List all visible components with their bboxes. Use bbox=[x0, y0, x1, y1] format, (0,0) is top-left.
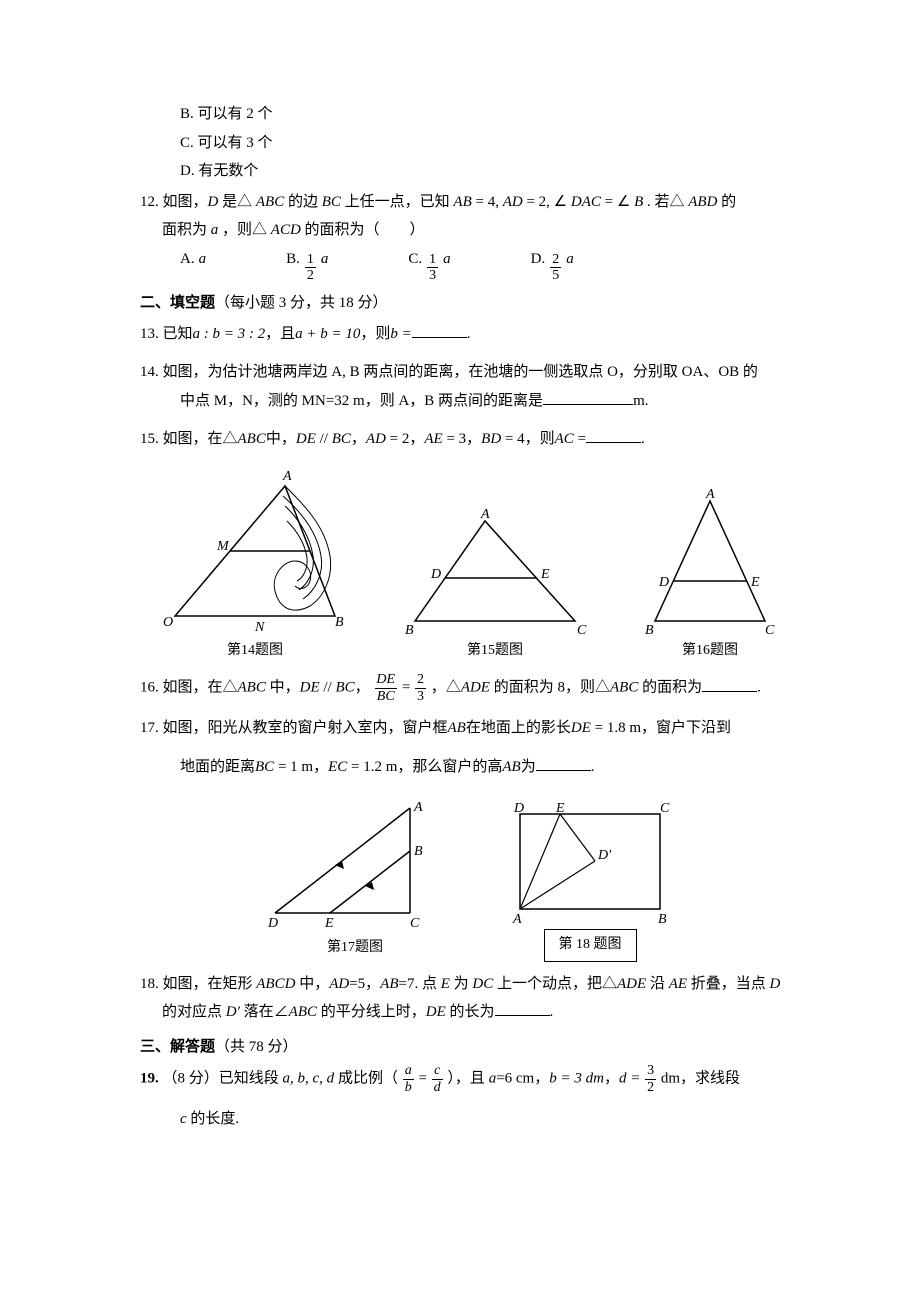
section3-header: 三、解答题（共 78 分） bbox=[140, 1033, 800, 1062]
fig17-caption: 第17题图 bbox=[260, 935, 450, 962]
svg-text:B: B bbox=[335, 615, 344, 630]
q14-line2: 中点 M，N，测的 MN=32 m，则 A，B 两点间的距离是m. bbox=[140, 387, 800, 416]
svg-text:O: O bbox=[163, 615, 173, 630]
q12-line2: 面积为 a ，则△ ACD 的面积为（ ） bbox=[140, 216, 800, 245]
fig18-caption: 第 18 题图 bbox=[544, 929, 637, 962]
q18-line1: 18. 如图，在矩形 ABCD 中，AD=5，AB=7. 点 E 为 DC 上一… bbox=[140, 970, 800, 999]
q12: 12. 如图，D 是△ ABC 的边 BC 上任一点，已知 AB = 4, AD… bbox=[140, 188, 800, 245]
q16-blank bbox=[702, 676, 757, 692]
fig17-svg: A B C D E bbox=[260, 793, 450, 933]
q19-line2: c 的长度. bbox=[140, 1105, 800, 1134]
q12-optC: C. 13a bbox=[408, 245, 450, 284]
fig15-svg: A D E B C bbox=[395, 506, 595, 636]
svg-text:E: E bbox=[555, 801, 565, 816]
q16: 16. 如图，在△ABC 中，DE // BC， DEBC = 23 ，△ADE… bbox=[140, 672, 800, 704]
q12-optA: A. a bbox=[180, 245, 206, 274]
fig14-caption: 第14题图 bbox=[155, 638, 355, 665]
q11-optB: B. 可以有 2 个 bbox=[180, 100, 800, 129]
svg-text:A: A bbox=[282, 469, 292, 484]
fig14: A M O N B 第14题图 bbox=[155, 466, 355, 665]
q13-blank bbox=[412, 322, 467, 338]
svg-text:N: N bbox=[254, 620, 265, 635]
fig14-svg: A M O N B bbox=[155, 466, 355, 636]
svg-text:D: D bbox=[267, 916, 278, 931]
fig16: A D E B C 第16题图 bbox=[635, 486, 785, 665]
q17-blank bbox=[536, 755, 591, 771]
q18-blank bbox=[495, 1000, 550, 1016]
q13: 13. 已知a : b = 3 : 2，且a + b = 10，则b =. bbox=[140, 320, 800, 349]
q19-line1: 19. （8 分）已知线段 a, b, c, d 成比例（ ab = cd ），… bbox=[140, 1063, 800, 1095]
svg-text:A: A bbox=[705, 487, 715, 502]
svg-text:C: C bbox=[765, 623, 775, 636]
q14: 14. 如图，为估计池塘两岸边 A, B 两点间的距离，在池塘的一侧选取点 O，… bbox=[140, 358, 800, 415]
fig17: A B C D E 第17题图 bbox=[260, 793, 450, 962]
section2-header: 二、填空题（每小题 3 分，共 18 分） bbox=[140, 289, 800, 318]
q11-optC: C. 可以有 3 个 bbox=[180, 129, 800, 158]
q17-line2: 地面的距离BC = 1 m，EC = 1.2 m，那么窗户的高AB为. bbox=[140, 753, 800, 782]
q17-line1: 17. 如图，阳光从教室的窗户射入室内，窗户框AB在地面上的影长DE = 1.8… bbox=[140, 714, 800, 743]
fig18-svg: D E C D′ A B bbox=[500, 799, 680, 929]
q18: 18. 如图，在矩形 ABCD 中，AD=5，AB=7. 点 E 为 DC 上一… bbox=[140, 970, 800, 1027]
q18-line2: 的对应点 D′ 落在∠ABC 的平分线上时，DE 的长为. bbox=[140, 998, 800, 1027]
fig16-svg: A D E B C bbox=[635, 486, 785, 636]
svg-text:C: C bbox=[577, 623, 587, 636]
svg-text:C: C bbox=[660, 801, 670, 816]
q14-line1: 14. 如图，为估计池塘两岸边 A, B 两点间的距离，在池塘的一侧选取点 O，… bbox=[140, 358, 800, 387]
q12-optD: D. 25a bbox=[531, 245, 574, 284]
q15: 15. 如图，在△ABC中，DE // BC，AD = 2，AE = 3，BD … bbox=[140, 425, 800, 454]
fig16-caption: 第16题图 bbox=[635, 638, 785, 665]
q14-blank bbox=[543, 389, 633, 405]
svg-text:D′: D′ bbox=[597, 848, 612, 863]
q11-optD: D. 有无数个 bbox=[180, 157, 800, 186]
svg-text:D: D bbox=[513, 801, 524, 816]
svg-text:B: B bbox=[414, 844, 423, 859]
fig15-caption: 第15题图 bbox=[395, 638, 595, 665]
svg-text:E: E bbox=[540, 567, 550, 582]
fig15: A D E B C 第15题图 bbox=[395, 506, 595, 665]
svg-text:A: A bbox=[413, 800, 423, 815]
svg-text:D: D bbox=[430, 567, 441, 582]
svg-text:A: A bbox=[512, 912, 522, 927]
svg-text:A: A bbox=[480, 507, 490, 522]
q19: 19. （8 分）已知线段 a, b, c, d 成比例（ ab = cd ），… bbox=[140, 1063, 800, 1133]
q12-optB: B. 12a bbox=[286, 245, 328, 284]
q15-blank bbox=[586, 427, 641, 443]
q12-options: A. a B. 12a C. 13a D. 25a bbox=[140, 245, 800, 284]
q17: 17. 如图，阳光从教室的窗户射入室内，窗户框AB在地面上的影长DE = 1.8… bbox=[140, 714, 800, 781]
figures-row-2: A B C D E 第17题图 D E C D′ A B 第 18 题图 bbox=[140, 793, 800, 962]
svg-text:C: C bbox=[410, 916, 420, 931]
figures-row-1: A M O N B 第14题图 A D E B C 第15题图 A D E B … bbox=[140, 466, 800, 665]
svg-text:E: E bbox=[750, 575, 760, 590]
svg-text:E: E bbox=[324, 916, 334, 931]
q11-options: B. 可以有 2 个 C. 可以有 3 个 D. 有无数个 bbox=[140, 100, 800, 186]
svg-text:B: B bbox=[405, 623, 414, 636]
svg-text:B: B bbox=[645, 623, 654, 636]
svg-text:D: D bbox=[658, 575, 669, 590]
fig18: D E C D′ A B 第 18 题图 bbox=[500, 799, 680, 962]
svg-text:B: B bbox=[658, 912, 667, 927]
svg-text:M: M bbox=[216, 539, 230, 554]
q12-text: 12. 如图，D 是△ ABC 的边 BC 上任一点，已知 AB = 4, AD… bbox=[140, 194, 736, 210]
